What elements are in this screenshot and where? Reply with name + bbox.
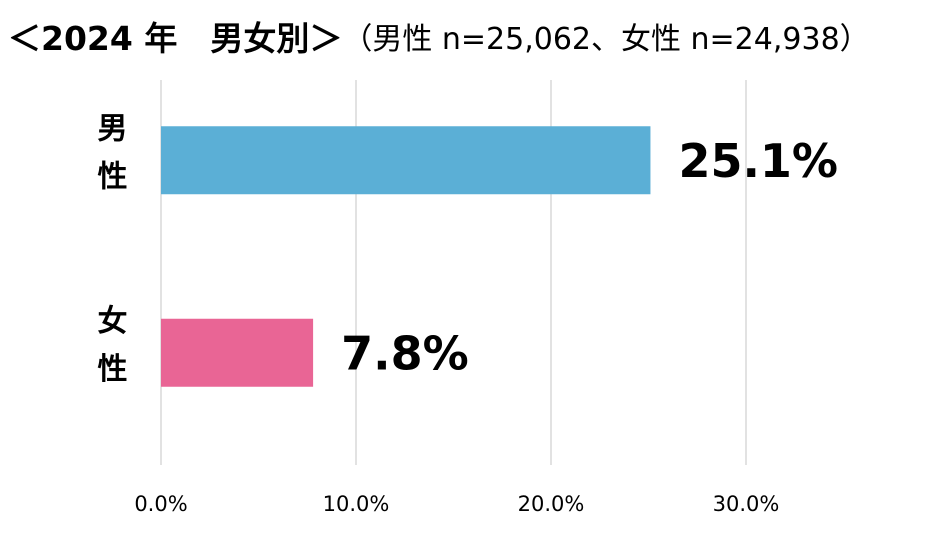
title: ＜2024 年 男女別＞ — [8, 19, 342, 58]
subtitle: （男性 n=25,062、女性 n=24,938） — [342, 22, 869, 57]
value-label: 7.8% — [341, 326, 469, 380]
bar — [161, 318, 314, 387]
value-label: 25.1% — [678, 134, 838, 188]
x-tick-label: 30.0% — [713, 492, 780, 516]
x-tick-label: 0.0% — [134, 492, 187, 516]
x-tick-label: 10.0% — [323, 492, 390, 516]
x-tick-label: 20.0% — [518, 492, 585, 516]
y-tick-label: 男性 — [92, 112, 128, 208]
chart-title: ＜2024 年 男女別＞（男性 n=25,062、女性 n=24,938） — [8, 19, 870, 58]
bar — [161, 126, 651, 195]
y-tick-label: 女性 — [92, 304, 128, 401]
